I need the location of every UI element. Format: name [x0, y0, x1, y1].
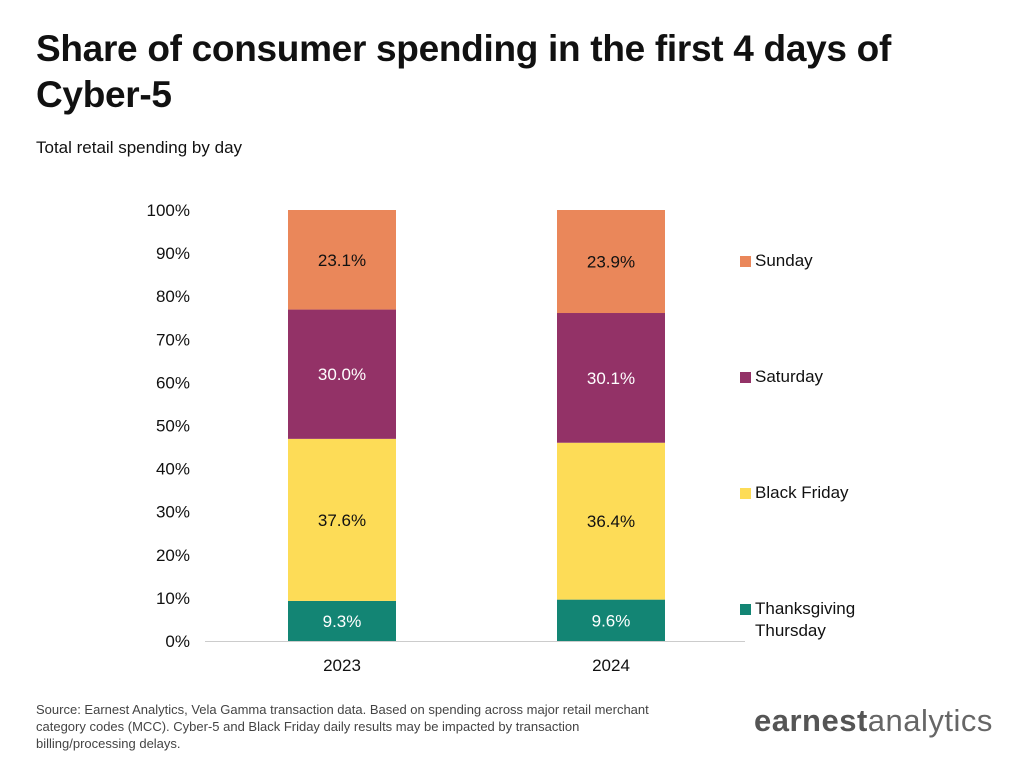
data-label: 30.1% [587, 369, 635, 388]
y-tick-label: 10% [156, 589, 190, 608]
data-label: 9.3% [323, 612, 362, 631]
bars: 9.3% 37.6% 30.0% 23.1% 9.6% 36.4% 30.1% 23.9% [288, 210, 665, 641]
legend-item: Saturday [740, 366, 885, 388]
bar-segment [557, 599, 665, 641]
legend-item: Thanksgiving Thursday [740, 598, 885, 642]
data-label: 30.0% [318, 365, 366, 384]
y-tick-label: 50% [156, 417, 190, 436]
y-tick-label: 90% [156, 244, 190, 263]
y-tick-label: 60% [156, 373, 190, 392]
y-tick-label: 100% [147, 201, 190, 220]
x-tick-label: 2023 [323, 656, 361, 675]
bar-segment [557, 313, 665, 443]
x-tick-label: 2024 [592, 656, 630, 675]
legend-swatch [740, 488, 751, 499]
data-label: 37.6% [318, 511, 366, 530]
legend-label: Saturday [755, 367, 824, 386]
bar-segment [557, 210, 665, 314]
y-tick-label: 80% [156, 287, 190, 306]
data-label: 23.9% [587, 253, 635, 272]
y-tick-label: 0% [165, 632, 190, 651]
chart-subtitle: Total retail spending by day [36, 138, 243, 157]
y-tick-label: 30% [156, 503, 190, 522]
y-tick-label: 40% [156, 460, 190, 479]
logo-wordmark-analytics: analytics [867, 703, 993, 738]
data-label: 23.1% [318, 251, 366, 270]
y-tick-label: 20% [156, 546, 190, 565]
earnest-analytics-logo: earnestanalytics [754, 703, 993, 739]
legend-swatch [740, 604, 751, 615]
stacked-bar-chart: 0% 10% 20% 30% 40% 50% 60% 70% 80% 90% 100% 9.3% 37… [147, 201, 745, 675]
legend-label: Sunday [755, 251, 813, 270]
legend-item: Black Friday [740, 482, 885, 504]
y-tick-label: 70% [156, 330, 190, 349]
legend-swatch [740, 256, 751, 267]
bar-segment [557, 442, 665, 600]
logo-wordmark-earnest: earnest [754, 703, 868, 738]
chart-title: Share of consumer spending in the first … [36, 28, 891, 115]
bar-segment [288, 210, 396, 310]
x-axis: 2023 2024 [205, 641, 745, 675]
data-label: 36.4% [587, 512, 635, 531]
data-label: 9.6% [592, 611, 631, 630]
source-note: Source: Earnest Analytics, Vela Gamma tr… [36, 702, 649, 751]
bar-segment [288, 438, 396, 601]
legend-label: Thanksgiving Thursday [755, 599, 856, 640]
y-axis: 0% 10% 20% 30% 40% 50% 60% 70% 80% 90% 100% [147, 201, 190, 651]
legend-label: Black Friday [755, 483, 849, 502]
bar-segment [288, 309, 396, 439]
bar-segment [288, 600, 396, 641]
legend-swatch [740, 372, 751, 383]
legend-item: Sunday [740, 250, 885, 272]
